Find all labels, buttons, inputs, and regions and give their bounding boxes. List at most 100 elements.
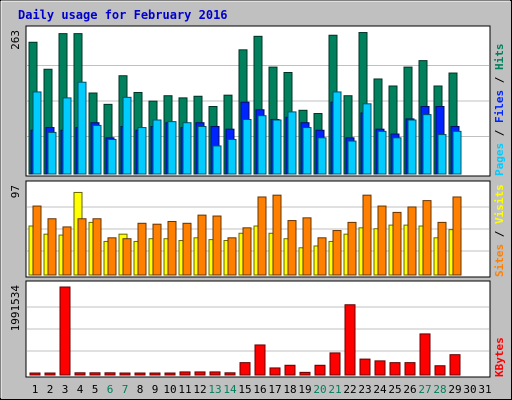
day-label: 30: [463, 383, 476, 396]
kbytes-bar: [194, 371, 206, 376]
day-label: 24: [373, 383, 387, 396]
kbytes-bar: [179, 371, 191, 376]
day-label: 15: [238, 383, 251, 396]
day-label: 25: [388, 383, 401, 396]
sites-bar: [287, 220, 297, 276]
sites-bar: [272, 194, 282, 276]
sites-bar: [47, 218, 57, 276]
day-label: 2: [47, 383, 54, 396]
sites-bar: [152, 223, 162, 276]
day-label: 6: [107, 383, 114, 396]
legend-files: Files: [493, 90, 506, 123]
sites-bar: [242, 227, 252, 276]
legend-visits: Visits: [493, 184, 506, 224]
day-label: 11: [178, 383, 191, 396]
legend-separator: /: [493, 70, 506, 90]
pages-bar: [197, 125, 207, 175]
pages-bar: [452, 130, 462, 175]
sites-bar: [437, 221, 447, 276]
sites-bar: [392, 211, 402, 276]
kbytes-bar: [434, 365, 446, 376]
pages-bar: [422, 114, 432, 175]
kbytes-bar: [374, 360, 386, 376]
sites-bar: [257, 196, 267, 276]
kbytes-bar: [119, 372, 131, 376]
day-label: 18: [283, 383, 296, 396]
pages-bar: [62, 97, 72, 175]
kbytes-bar: [314, 364, 326, 376]
pages-bar: [332, 91, 342, 175]
day-label: 23: [358, 383, 371, 396]
pages-bar: [227, 138, 237, 175]
sites-bar: [197, 214, 207, 276]
legend-middle: Sites / Visits: [493, 184, 506, 277]
sites-bar: [107, 237, 117, 276]
sites-bar: [362, 194, 372, 276]
sites-bar: [122, 238, 132, 276]
legend-bottom: KBytes: [493, 337, 506, 377]
kbytes-bar: [299, 371, 311, 376]
pages-bar: [152, 119, 162, 175]
pages-bar: [47, 131, 57, 175]
kbytes-bar: [449, 354, 461, 376]
pages-bar: [107, 138, 117, 175]
kbytes-bar: [359, 358, 371, 376]
kbytes-bar: [134, 372, 146, 376]
graph-title: Daily usage for February 2016: [18, 8, 228, 22]
sites-bar: [62, 226, 72, 276]
sites-bar: [182, 222, 192, 276]
day-label: 26: [403, 383, 416, 396]
pages-bar: [287, 111, 297, 175]
kbytes-bar: [344, 304, 356, 376]
sites-bar: [302, 217, 312, 276]
day-label: 27: [418, 383, 431, 396]
pages-bar: [92, 124, 102, 175]
kbytes-bar: [329, 352, 341, 376]
sites-bar: [407, 206, 417, 276]
sites-bar: [377, 205, 387, 276]
sites-bar: [317, 237, 327, 276]
kbytes-bar: [224, 372, 236, 376]
day-label: 16: [253, 383, 266, 396]
kbytes-bar: [149, 372, 161, 376]
pages-bar: [377, 130, 387, 175]
y-max-label: 97: [9, 185, 22, 198]
day-label: 7: [122, 383, 129, 396]
pages-bar: [347, 140, 357, 175]
pages-bar: [212, 145, 222, 175]
sites-bar: [32, 205, 42, 276]
day-label: 20: [313, 383, 326, 396]
pages-bar: [272, 119, 282, 175]
sites-bar: [137, 222, 147, 276]
pages-bar: [77, 81, 87, 175]
pages-bar: [362, 103, 372, 175]
pages-bar: [167, 121, 177, 175]
sites-bar: [422, 200, 432, 276]
kbytes-bar: [404, 362, 416, 376]
day-label: 14: [223, 383, 237, 396]
pages-bar: [122, 96, 132, 175]
day-label: 9: [152, 383, 159, 396]
day-label: 10: [163, 383, 176, 396]
day-label: 4: [77, 383, 84, 396]
day-label: 1: [32, 383, 39, 396]
sites-bar: [452, 196, 462, 276]
kbytes-bar: [59, 286, 71, 376]
kbytes-bar: [389, 362, 401, 376]
pages-bar: [392, 137, 402, 175]
pages-bar: [182, 122, 192, 175]
kbytes-bar: [419, 333, 431, 376]
day-label: 31: [478, 383, 491, 396]
kbytes-bar: [44, 372, 56, 376]
legend-sites: Sites: [493, 244, 506, 277]
y-max-label: 263: [9, 30, 22, 50]
sites-bar: [77, 218, 87, 276]
pages-bar: [437, 134, 447, 175]
kbytes-bar: [164, 372, 176, 376]
day-label: 17: [268, 383, 281, 396]
kbytes-bar: [269, 367, 281, 376]
legend-hits: Hits: [493, 44, 506, 71]
pages-bar: [407, 119, 417, 175]
